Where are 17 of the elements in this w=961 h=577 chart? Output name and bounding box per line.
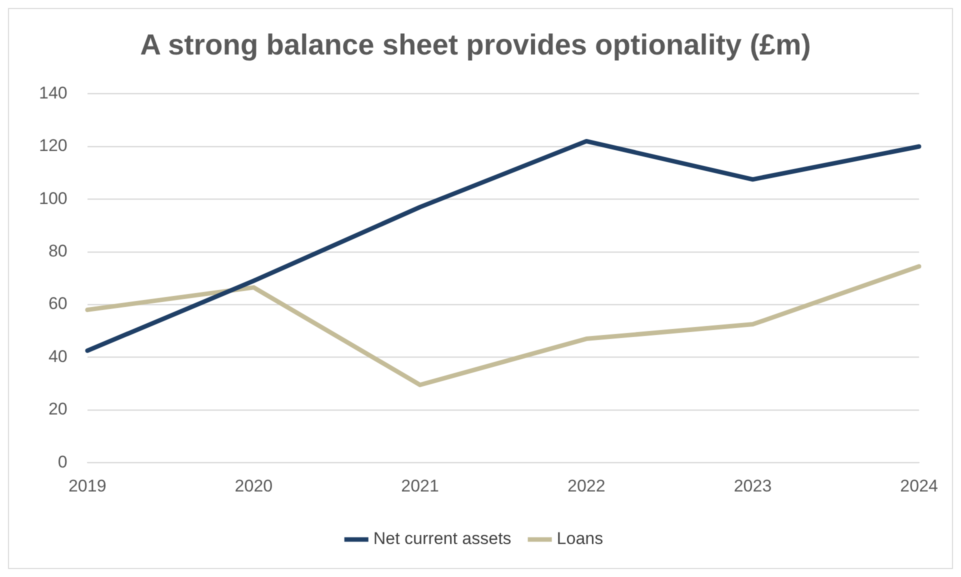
x-tick-label: 2024 xyxy=(900,476,938,496)
legend-label: Loans xyxy=(556,529,604,548)
y-tick-label: 20 xyxy=(48,400,68,419)
y-tick-label: 100 xyxy=(38,188,68,208)
y-tick-label: 120 xyxy=(38,136,68,156)
x-tick-label: 2020 xyxy=(234,476,273,496)
x-tick-label: 2023 xyxy=(734,476,772,496)
chart-title: A strong balance sheet provides optionality (£m) xyxy=(140,29,811,62)
y-tick-label: 0 xyxy=(58,452,68,472)
y-tick-label: 140 xyxy=(38,83,68,102)
y-tick-label: 40 xyxy=(48,346,68,366)
x-tick-label: 2022 xyxy=(567,476,606,496)
x-tick-label: 2021 xyxy=(401,476,439,496)
y-tick-label: 80 xyxy=(48,242,68,261)
x-tick-label: 2019 xyxy=(68,476,106,496)
y-tick-label: 60 xyxy=(48,294,68,314)
legend-label: Net current assets xyxy=(373,529,512,548)
